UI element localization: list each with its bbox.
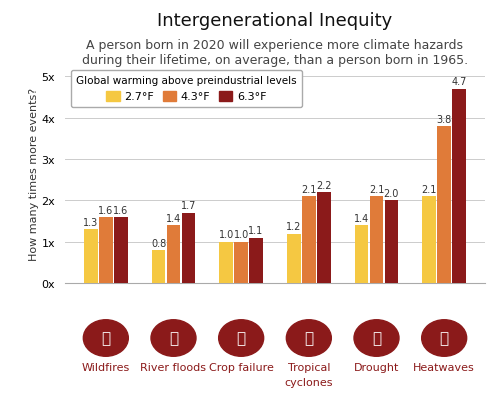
Text: River floods: River floods: [140, 362, 206, 373]
Bar: [84, 230, 98, 284]
Bar: [370, 197, 384, 284]
Legend: 2.7°F, 4.3°F, 6.3°F: 2.7°F, 4.3°F, 6.3°F: [70, 70, 302, 108]
Y-axis label: How many times more events?: How many times more events?: [28, 88, 39, 260]
Circle shape: [422, 320, 467, 356]
Bar: [182, 213, 195, 284]
Bar: [422, 197, 436, 284]
Text: Tropical: Tropical: [288, 362, 330, 373]
Bar: [317, 193, 330, 284]
Text: 1.3: 1.3: [84, 217, 98, 227]
Text: 2.1: 2.1: [301, 184, 316, 194]
Text: 🏘: 🏘: [169, 331, 178, 345]
Text: 1.4: 1.4: [166, 213, 181, 223]
Bar: [438, 127, 451, 284]
Text: 1.6: 1.6: [98, 205, 114, 215]
Circle shape: [84, 320, 128, 356]
Text: 1.0: 1.0: [234, 230, 249, 240]
Bar: [166, 226, 180, 284]
Bar: [99, 217, 112, 284]
Text: 2.2: 2.2: [316, 180, 332, 190]
Text: 🔥: 🔥: [102, 331, 110, 345]
Text: 1.1: 1.1: [248, 226, 264, 236]
Text: 2.1: 2.1: [422, 184, 437, 194]
Text: 3.8: 3.8: [436, 114, 452, 124]
Text: 1.0: 1.0: [218, 230, 234, 240]
Text: 🌤: 🌤: [372, 331, 381, 345]
Text: 4.7: 4.7: [452, 77, 466, 87]
Text: 1.2: 1.2: [286, 222, 302, 232]
Bar: [249, 238, 263, 284]
Bar: [152, 250, 166, 284]
Circle shape: [354, 320, 399, 356]
Text: 🌊: 🌊: [440, 331, 448, 345]
Text: 1.6: 1.6: [113, 205, 128, 215]
Bar: [234, 242, 248, 284]
Text: 🌀: 🌀: [304, 331, 314, 345]
Text: Drought: Drought: [354, 362, 399, 373]
Bar: [302, 197, 316, 284]
Text: 2.1: 2.1: [369, 184, 384, 194]
Text: Intergenerational Inequity: Intergenerational Inequity: [158, 12, 392, 30]
Circle shape: [286, 320, 332, 356]
Text: 1.7: 1.7: [180, 201, 196, 211]
Bar: [114, 217, 128, 284]
Text: A person born in 2020 will experience more climate hazards
during their lifetime: A person born in 2020 will experience mo…: [82, 38, 468, 66]
Text: Wildfires: Wildfires: [82, 362, 130, 373]
Text: 0.8: 0.8: [151, 238, 166, 248]
Text: cyclones: cyclones: [284, 377, 333, 387]
Circle shape: [151, 320, 196, 356]
Bar: [287, 234, 301, 284]
Bar: [384, 201, 398, 284]
Text: 1.4: 1.4: [354, 213, 369, 223]
Circle shape: [218, 320, 264, 356]
Bar: [355, 226, 368, 284]
Bar: [220, 242, 233, 284]
Text: Heatwaves: Heatwaves: [414, 362, 475, 373]
Text: Crop failure: Crop failure: [208, 362, 274, 373]
Text: 🌿: 🌿: [236, 331, 246, 345]
Bar: [452, 90, 466, 284]
Text: 2.0: 2.0: [384, 188, 399, 198]
